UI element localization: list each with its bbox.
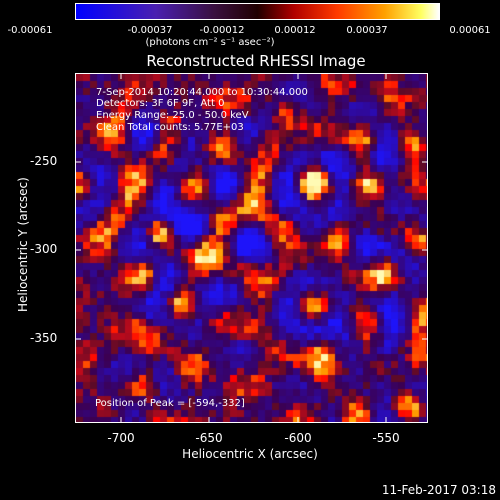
x-tick-label: -550 bbox=[372, 431, 400, 445]
colorbar-tick: 0.00037 bbox=[346, 25, 388, 36]
info-energy-range: Energy Range: 25.0 - 50.0 keV bbox=[96, 110, 249, 121]
timestamp: 11-Feb-2017 03:18 bbox=[381, 483, 496, 497]
info-detectors: Detectors: 3F 6F 9F, Att 0 bbox=[96, 98, 225, 109]
colorbar-units: (photons cm⁻² s⁻¹ asec⁻²) bbox=[145, 37, 275, 48]
info-time-range: 7-Sep-2014 10:20:44.000 to 10:30:44.000 bbox=[96, 87, 308, 98]
colorbar bbox=[75, 3, 440, 20]
x-axis-label: Heliocentric X (arcsec) bbox=[182, 447, 318, 461]
y-tick-label: -350 bbox=[30, 331, 58, 345]
y-tick-label: -250 bbox=[30, 154, 58, 168]
peak-position: Position of Peak = [-594,-332] bbox=[95, 398, 245, 409]
x-tick-label: -650 bbox=[195, 431, 223, 445]
x-tick-label: -600 bbox=[284, 431, 312, 445]
image-title: Reconstructed RHESSI Image bbox=[146, 52, 366, 70]
colorbar-tick: 0.00012 bbox=[274, 25, 316, 36]
y-axis-label: Heliocentric Y (arcsec) bbox=[16, 177, 30, 312]
colorbar-tick: -0.00012 bbox=[199, 25, 245, 36]
plot-frame bbox=[75, 73, 428, 423]
y-tick-label: -300 bbox=[30, 242, 58, 256]
info-counts: Clean Total counts: 5.77E+03 bbox=[96, 122, 244, 133]
colorbar-tick: -0.00061 bbox=[7, 25, 53, 36]
x-tick-label: -700 bbox=[107, 431, 135, 445]
colorbar-tick: 0.00061 bbox=[449, 25, 491, 36]
rhessi-image bbox=[76, 74, 427, 422]
colorbar-tick: -0.00037 bbox=[127, 25, 173, 36]
